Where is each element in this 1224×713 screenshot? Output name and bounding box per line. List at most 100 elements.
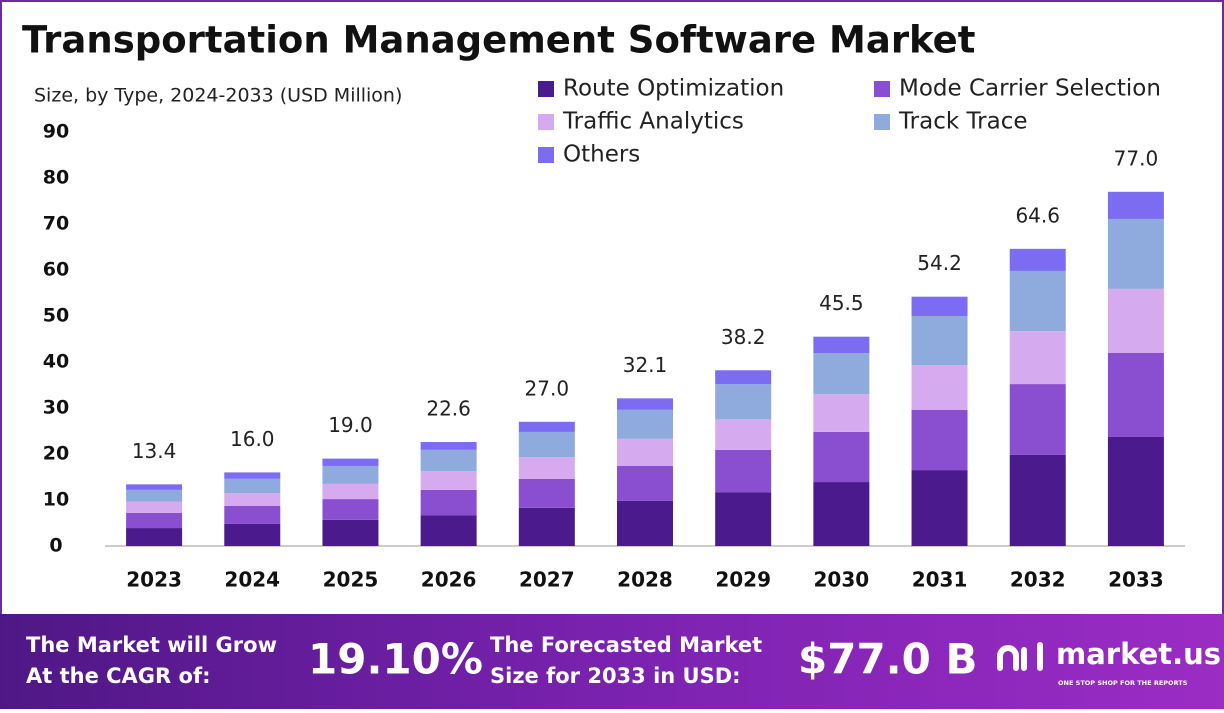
- footer-text: The Forecasted Market: [490, 633, 762, 657]
- bar-segment: [617, 398, 673, 410]
- y-tick-label: 10: [43, 489, 69, 511]
- bar-segment: [911, 365, 968, 410]
- bar-segment: [322, 465, 379, 484]
- bar-segment: [617, 409, 673, 439]
- y-tick-label: 30: [43, 397, 69, 419]
- x-tick-label: 2027: [519, 568, 575, 592]
- total-label: 16.0: [230, 427, 275, 451]
- x-tick-label: 2029: [715, 568, 771, 592]
- brand-logo: [997, 642, 1043, 671]
- bar-segment: [126, 489, 183, 502]
- cagr-value: 19.10%: [308, 635, 483, 684]
- bar-segment: [322, 519, 379, 546]
- y-tick-label: 70: [43, 213, 69, 235]
- bar-segment: [715, 449, 772, 493]
- bar-segment: [813, 394, 870, 432]
- y-tick-label: 20: [43, 443, 69, 465]
- bar-segment: [1009, 384, 1066, 455]
- bar-segment: [911, 316, 968, 366]
- bar-segment: [322, 499, 379, 520]
- total-label: 77.0: [1114, 146, 1159, 170]
- legend-swatch: [538, 81, 554, 97]
- bar-segment: [911, 409, 968, 471]
- x-tick-label: 2024: [224, 568, 280, 592]
- x-tick-label: 2026: [421, 568, 477, 592]
- bar-segment: [518, 478, 575, 508]
- bar-segment: [1107, 288, 1164, 353]
- total-label: 45.5: [819, 291, 864, 315]
- bar-segment: [1009, 454, 1066, 546]
- bar-segment: [813, 431, 870, 483]
- bar-segment: [420, 442, 477, 450]
- bar-segment: [911, 296, 968, 316]
- y-tick-label: 90: [43, 121, 69, 143]
- bar-segment: [420, 515, 477, 546]
- total-label: 27.0: [525, 376, 570, 400]
- legend-label: Others: [563, 142, 640, 168]
- bar-segment: [224, 523, 281, 546]
- total-label: 64.6: [1015, 203, 1060, 227]
- forecast-value: $77.0 B: [798, 635, 977, 684]
- bar-segment: [1009, 331, 1066, 385]
- bar-segment: [1107, 436, 1164, 546]
- bar-segment: [1107, 191, 1164, 219]
- bar-segment: [126, 528, 183, 546]
- bar-segment: [617, 438, 673, 466]
- x-tick-label: 2031: [912, 568, 968, 592]
- bar-segment: [518, 431, 575, 458]
- bar-segment: [224, 478, 281, 494]
- bar-segment: [420, 489, 477, 516]
- bar-segment: [518, 457, 575, 479]
- y-tick-label: 60: [43, 259, 69, 281]
- y-tick-label: 40: [43, 351, 69, 373]
- chart-title: Transportation Management Software Marke…: [22, 19, 975, 62]
- bar-segment: [715, 384, 772, 420]
- bar-segment: [224, 472, 281, 479]
- bar-segment: [518, 507, 575, 546]
- brand-tagline: ONE STOP SHOP FOR THE REPORTS: [1058, 679, 1188, 687]
- x-tick-label: 2025: [323, 568, 379, 592]
- total-label: 22.6: [426, 397, 471, 421]
- bar-segment: [715, 419, 772, 450]
- y-tick-label: 50: [43, 305, 69, 327]
- total-label: 38.2: [721, 325, 766, 349]
- bar-segment: [1009, 248, 1066, 271]
- bar-segment: [715, 370, 772, 385]
- bar-segment: [224, 505, 281, 524]
- bar-segment: [715, 492, 772, 546]
- x-tick-label: 2028: [617, 568, 673, 592]
- footer-text: At the CAGR of:: [26, 664, 211, 688]
- legend-label: Mode Carrier Selection: [899, 76, 1161, 102]
- brand-name: market.us: [1056, 637, 1221, 671]
- legend-swatch: [874, 81, 890, 97]
- x-tick-label: 2033: [1108, 568, 1164, 592]
- bar-segment: [911, 470, 968, 546]
- legend-swatch: [874, 114, 890, 130]
- legend-swatch: [538, 147, 554, 163]
- bar-segment: [322, 483, 379, 500]
- bar-segment: [420, 449, 477, 472]
- bar-segment: [126, 512, 183, 529]
- footer-band: [0, 614, 1224, 709]
- bar-segment: [813, 353, 870, 395]
- bar-segment: [1107, 218, 1164, 289]
- y-tick-label: 80: [43, 167, 69, 189]
- bar-segment: [617, 500, 673, 546]
- x-tick-label: 2023: [126, 568, 182, 592]
- bar-segment: [126, 501, 183, 513]
- bar-segment: [813, 482, 870, 546]
- total-label: 32.1: [623, 353, 668, 377]
- legend-swatch: [538, 114, 554, 130]
- legend-label: Route Optimization: [563, 76, 784, 102]
- bar-segment: [617, 465, 673, 501]
- total-label: 54.2: [917, 251, 962, 275]
- x-tick-label: 2030: [814, 568, 870, 592]
- total-label: 13.4: [132, 439, 177, 463]
- legend-label: Traffic Analytics: [562, 109, 744, 135]
- bar-segment: [1107, 352, 1164, 437]
- bar-segment: [813, 336, 870, 354]
- bar-segment: [518, 421, 575, 432]
- footer-text: Size for 2033 in USD:: [490, 664, 741, 688]
- legend-label: Track Trace: [898, 109, 1028, 135]
